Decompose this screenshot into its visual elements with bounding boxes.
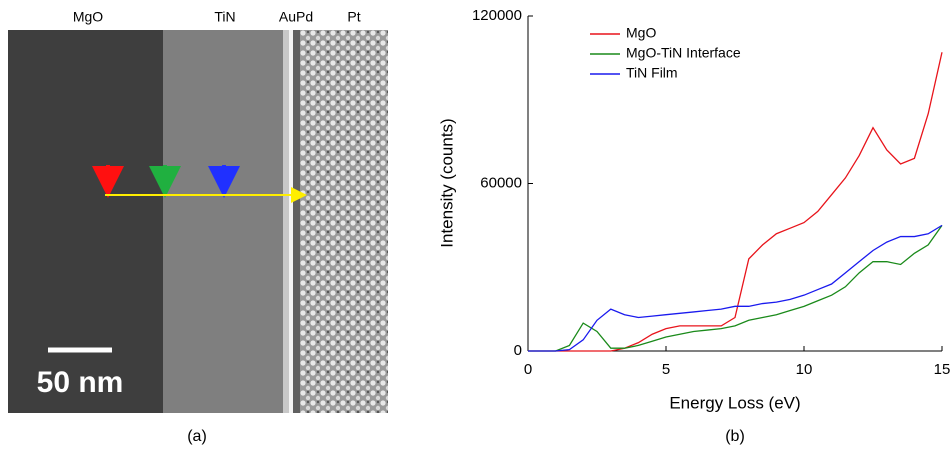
pt-region bbox=[300, 30, 388, 413]
aupd-region bbox=[283, 30, 289, 413]
tin-region bbox=[163, 30, 283, 413]
legend-label: MgO bbox=[626, 25, 656, 41]
y-tick-label: 60000 bbox=[480, 174, 522, 191]
layer-label: MgO bbox=[73, 9, 103, 25]
x-tick-label: 0 bbox=[524, 361, 532, 378]
y-axis-title: Intensity (counts) bbox=[437, 118, 456, 247]
micrograph: 50 nm MgO TiN AuPd Pt (a) bbox=[8, 9, 388, 445]
caption: (b) bbox=[725, 428, 745, 445]
x-axis-title: Energy Loss (eV) bbox=[669, 393, 800, 412]
layer-label: Pt bbox=[347, 9, 360, 25]
layer-label: TiN bbox=[214, 9, 235, 25]
series-line bbox=[528, 52, 943, 352]
x-tick-label: 15 bbox=[934, 361, 950, 378]
y-tick-label: 0 bbox=[514, 342, 522, 359]
x-tick-label: 5 bbox=[662, 361, 670, 378]
series-line bbox=[528, 225, 943, 352]
legend-label: TiN Film bbox=[626, 65, 678, 81]
x-tick-label: 10 bbox=[796, 361, 813, 378]
legend-label: MgO-TiN Interface bbox=[626, 45, 741, 61]
aupd-line bbox=[289, 30, 293, 413]
series-line bbox=[528, 224, 943, 352]
layer-label: AuPd bbox=[279, 9, 313, 25]
scale-label: 50 nm bbox=[37, 366, 124, 399]
mgo-region bbox=[8, 30, 163, 413]
aupd-edge bbox=[293, 30, 300, 413]
y-tick-label: 120000 bbox=[472, 7, 522, 24]
caption: (a) bbox=[187, 428, 207, 445]
